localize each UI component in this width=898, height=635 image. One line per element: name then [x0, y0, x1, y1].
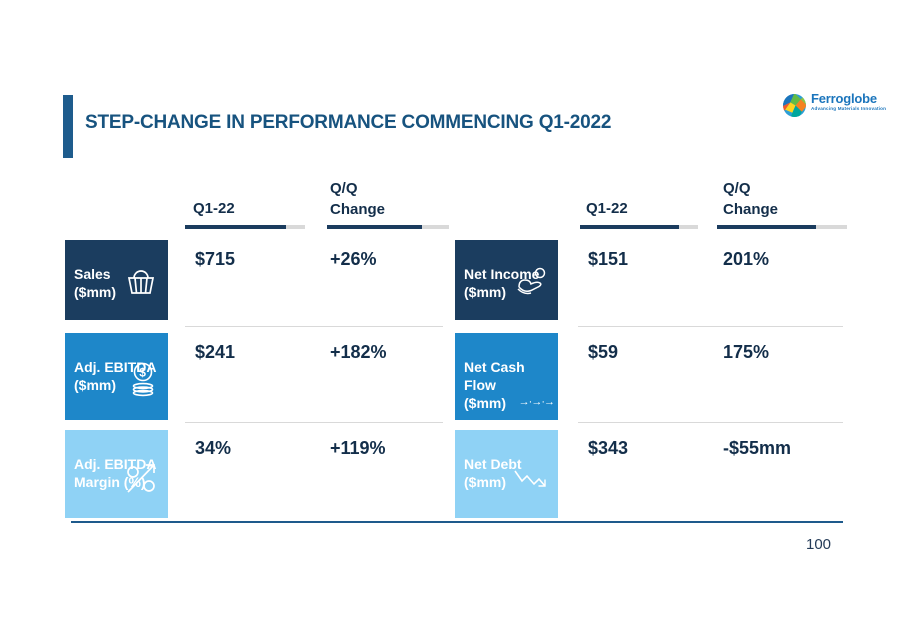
header-underline: [717, 225, 847, 229]
metric-label: Net Cash Flow ($mm): [464, 359, 525, 411]
value-adj-ebitda-qq: +182%: [330, 342, 387, 362]
metric-box-net-cash-flow: Net Cash Flow ($mm) →·→·→: [455, 333, 558, 420]
page-number: 100: [806, 536, 832, 553]
value-net-income-q1: $151: [588, 249, 629, 269]
value-net-cash-flow-q1: $59: [588, 342, 619, 362]
trend-down-zigzag-icon: [512, 450, 550, 510]
metric-box-net-income: Net Income ($mm): [455, 240, 558, 320]
header-underline: [580, 225, 698, 229]
percent-trend-up-icon: [124, 443, 158, 513]
logo-tagline-text: Advancing Materials Innovation: [811, 106, 887, 111]
value-net-debt-q1: $343: [588, 438, 629, 458]
ferroglobe-logo: Ferroglobe Advancing Materials Innovatio…: [782, 92, 894, 118]
metric-label: Net Debt ($mm): [464, 456, 522, 490]
row-separator: [185, 422, 443, 423]
value-net-cash-flow-qq: 175%: [723, 342, 770, 362]
metric-box-adj-ebitda: Adj. EBITDA ($mm) $: [65, 333, 168, 420]
value-adj-ebitda-margin-qq: +119%: [330, 438, 386, 458]
metric-label: Sales ($mm): [74, 266, 117, 300]
dollar-coins-icon: $: [126, 343, 160, 415]
hand-coin-icon: [513, 247, 551, 315]
metric-box-sales: Sales ($mm): [65, 240, 168, 320]
value-sales-qq: +26%: [330, 249, 377, 269]
shopping-basket-icon: [123, 245, 159, 315]
dotted-flow-arrows-icon: →·→·→: [518, 396, 555, 408]
value-adj-ebitda-margin-q1: 34%: [195, 438, 232, 458]
left-col-header-q1: Q1-22: [193, 200, 235, 217]
header-underline: [185, 225, 305, 229]
value-net-debt-qq: -$55mm: [723, 438, 792, 458]
right-col-header-q1: Q1-22: [586, 200, 628, 217]
row-separator: [578, 422, 843, 423]
header-underline: [327, 225, 449, 229]
page-title: STEP-CHANGE IN PERFORMANCE COMMENCING Q1…: [85, 112, 612, 133]
value-adj-ebitda-q1: $241: [195, 342, 236, 362]
right-col-header-qq-change: Q/Q Change: [723, 180, 779, 218]
metric-label: Net Income ($mm): [464, 266, 540, 300]
title-accent-bar: [63, 95, 73, 158]
left-col-header-qq-change: Q/Q Change: [330, 180, 386, 218]
metric-box-adj-ebitda-margin: Adj. EBITDA Margin (%): [65, 430, 168, 518]
row-separator: [185, 326, 443, 327]
metric-label: Adj. EBITDA Margin (%): [74, 456, 157, 490]
value-sales-q1: $715: [195, 249, 236, 269]
logo-brand-text: Ferroglobe: [811, 91, 877, 106]
metric-box-net-debt: Net Debt ($mm): [455, 430, 558, 518]
globe-logo-icon: [782, 93, 807, 118]
svg-text:$: $: [139, 366, 146, 380]
value-net-income-qq: 201%: [723, 249, 770, 269]
row-separator: [578, 326, 843, 327]
footer-rule: [71, 521, 843, 523]
